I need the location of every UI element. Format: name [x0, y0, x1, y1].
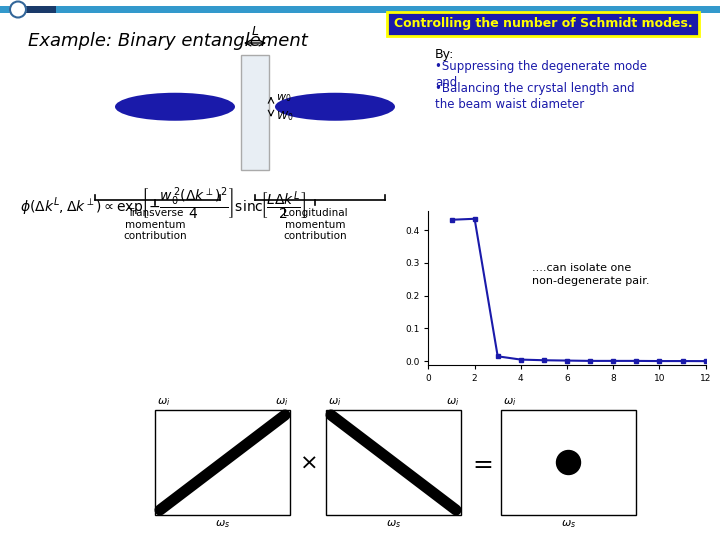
- Ellipse shape: [241, 103, 269, 111]
- Text: $\phi(\Delta k^L, \Delta k^\perp) \propto \exp\!\left[-\dfrac{w_0^{\,2}(\Delta k: $\phi(\Delta k^L, \Delta k^\perp) \propt…: [20, 185, 307, 222]
- Bar: [241, 55, 269, 170]
- Text: $=$: $=$: [469, 450, 494, 475]
- Text: Transverse
momentum
contribution: Transverse momentum contribution: [123, 208, 186, 241]
- Text: $\omega_s$: $\omega_s$: [215, 518, 230, 530]
- Text: $L$: $L$: [251, 25, 259, 38]
- Bar: [501, 410, 636, 515]
- Text: Longitudinal
momentum
contribution: Longitudinal momentum contribution: [283, 208, 347, 241]
- Bar: [26, 6, 56, 13]
- Text: $w_0$: $w_0$: [276, 92, 292, 104]
- Text: •Suppressing the degenerate mode
and: •Suppressing the degenerate mode and: [435, 60, 647, 89]
- Text: $\omega_i$: $\omega_i$: [328, 396, 341, 408]
- Bar: [155, 410, 290, 515]
- Text: ....can isolate one
non-degenerate pair.: ....can isolate one non-degenerate pair.: [532, 263, 650, 286]
- Text: $\omega_i$: $\omega_i$: [446, 396, 459, 408]
- Text: $\omega_i$: $\omega_i$: [274, 396, 288, 408]
- Text: $\omega_i$: $\omega_i$: [503, 396, 516, 408]
- Ellipse shape: [115, 93, 235, 121]
- Text: $W_0$: $W_0$: [276, 109, 293, 123]
- Text: •Balancing the crystal length and
the beam waist diameter: •Balancing the crystal length and the be…: [435, 82, 634, 111]
- Text: $\omega_s$: $\omega_s$: [561, 518, 576, 530]
- Text: Example: Binary entanglement: Example: Binary entanglement: [28, 32, 307, 50]
- Text: $\times$: $\times$: [300, 453, 317, 472]
- Text: Controlling the number of Schmidt modes.: Controlling the number of Schmidt modes.: [394, 17, 693, 30]
- Text: By:: By:: [435, 48, 454, 61]
- Circle shape: [557, 450, 580, 475]
- Text: $\omega_i$: $\omega_i$: [157, 396, 171, 408]
- Text: $\omega_s$: $\omega_s$: [386, 518, 401, 530]
- Bar: [326, 410, 461, 515]
- FancyBboxPatch shape: [387, 12, 699, 36]
- Ellipse shape: [275, 93, 395, 121]
- Bar: [0, 6, 720, 13]
- Circle shape: [10, 2, 26, 17]
